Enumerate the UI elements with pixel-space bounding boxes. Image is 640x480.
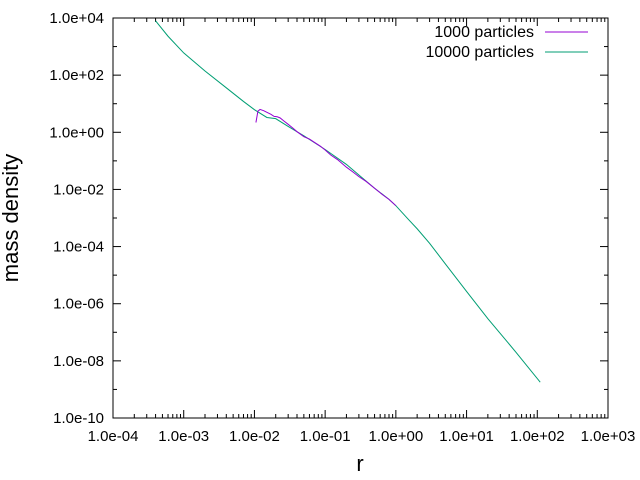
y-tick-label: 1.0e+04 [49,10,104,27]
y-tick-label: 1.0e-06 [53,296,104,313]
y-tick-label: 1.0e-08 [53,353,104,370]
x-tick-label: 1.0e-02 [229,428,280,445]
x-tick-label: 1.0e+01 [439,428,494,445]
y-tick-label: 1.0e-02 [53,181,104,198]
x-tick-label: 1.0e+00 [369,428,424,445]
series-layer [155,20,541,383]
x-tick-label: 1.0e-04 [88,428,139,445]
y-tick-label: 1.0e+02 [49,67,104,84]
legend: 1000 particles 10000 particles [425,24,588,61]
legend-label-10000: 10000 particles [425,44,534,61]
x-tick-label: 1.0e-01 [300,428,351,445]
y-axis: 1.0e-10 1.0e-08 1.0e-06 1.0e-04 1.0e-02 1.0e+… [49,10,608,427]
y-tick-label: 1.0e-10 [53,410,104,427]
x-tick-label: 1.0e+03 [581,428,636,445]
x-tick-label: 1.0e-03 [158,428,209,445]
x-axis: 1.0e-04 1.0e-03 1.0e-02 1.0e-01 1.0e+00 1.0e+… [88,18,636,445]
y-axis-title: mass density [0,154,23,282]
x-tick-label: 1.0e+02 [510,428,565,445]
x-axis-title: r [356,451,363,476]
y-tick-label: 1.0e-04 [53,239,104,256]
legend-label-1000: 1000 particles [434,24,534,41]
y-tick-label: 1.0e+00 [49,124,104,141]
series-line-10000-particles [155,20,541,383]
series-line-1000-particles [255,108,397,207]
